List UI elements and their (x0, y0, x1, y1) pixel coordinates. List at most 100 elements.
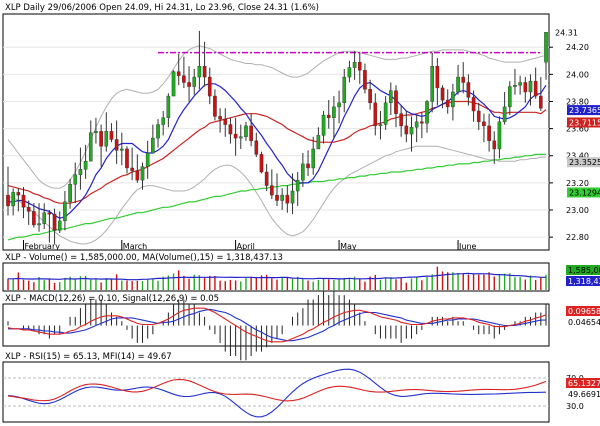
candle-body (11, 192, 15, 207)
mid-ma-value-label: 23.7115 (569, 118, 600, 127)
candle-body (425, 101, 429, 124)
candle-body (192, 76, 197, 87)
price-y-tick-label: 23.00 (566, 206, 589, 215)
candle-body (47, 212, 52, 215)
price-y-tick-label: 22.80 (566, 233, 589, 242)
candle-body (249, 125, 253, 142)
candle-body (337, 102, 341, 108)
candle-body (42, 212, 47, 224)
candle-body (161, 117, 165, 125)
candle-body (202, 65, 207, 78)
candle-body (502, 106, 507, 123)
candle-body (275, 194, 279, 201)
candle-body (507, 86, 512, 108)
candle-body (182, 75, 186, 83)
candle-body (151, 137, 155, 154)
long-ma-value-label-box (567, 187, 600, 198)
month-label: June (458, 242, 477, 251)
candle-body (88, 132, 93, 162)
candle-body (223, 118, 228, 125)
candle-body (109, 131, 114, 140)
month-label: April (237, 242, 255, 251)
long-ma-value-label: 23.1294 (569, 188, 600, 197)
candle-body (16, 192, 21, 196)
candle-body (389, 90, 393, 104)
rsi-panel: XLP - RSI(15) = 65.13, MFI(14) = 49.67 7… (2, 352, 600, 423)
candle-body (228, 124, 233, 135)
candle-body (451, 91, 455, 108)
macd-value-label-box (566, 306, 600, 316)
candle-body (523, 82, 528, 93)
candle-body (290, 190, 295, 204)
candle-body (497, 121, 502, 150)
candle-body (32, 211, 36, 226)
candle-body (399, 113, 403, 127)
candle-body (440, 87, 445, 101)
macd-header: XLP - MACD(12,26) = 0.10, Signal(12,26,9… (5, 294, 219, 304)
candle-body (156, 124, 160, 139)
macd-signal-line (8, 308, 546, 342)
volume-ma-value-label: 1,318,437 (568, 277, 600, 286)
candle-body (295, 179, 300, 192)
volume-header: XLP - Volume() = 1,585,000.00, MA(Volume… (5, 253, 283, 263)
candle-body (26, 207, 31, 212)
candle-body (430, 65, 434, 102)
candle-body (368, 89, 372, 104)
candle-body (264, 171, 269, 186)
price-y-tick-label: 23.40 (566, 152, 589, 161)
rsi-value-label: 65.1327 (568, 379, 600, 388)
short-ma-value-label-box (567, 105, 600, 116)
candle-body (518, 82, 522, 86)
candle-body (244, 125, 248, 137)
candle-body (120, 148, 124, 151)
candle-body (363, 70, 367, 90)
price-panel-frame (2, 13, 550, 251)
candle-body (57, 220, 62, 231)
candle-body (140, 166, 145, 181)
candle-body (78, 169, 83, 175)
volume-ma-value-label-box (566, 276, 600, 286)
candle-body (476, 110, 481, 123)
short-ma-value-label: 23.7365 (569, 106, 600, 115)
mfi-line (7, 368, 547, 418)
candle-body (445, 99, 450, 108)
macd-signal-value-label-box (566, 317, 600, 327)
mid-moving-average-line (7, 100, 547, 204)
volume-ma-line (8, 272, 546, 281)
candle-body (171, 71, 176, 97)
volume-panel: XLP - Volume() = 1,585,000.00, MA(Volume… (2, 253, 600, 292)
candle-body (373, 102, 378, 127)
candle-body (528, 80, 533, 93)
candle-body (135, 170, 140, 181)
macd-line (7, 307, 547, 343)
price-header: XLP Daily 29/06/2006 Open 24.09, Hi 24.3… (5, 3, 319, 13)
candle-body (218, 116, 222, 120)
candle-body (357, 61, 362, 71)
candle-body (63, 201, 67, 222)
candle-body (52, 213, 57, 231)
rsi-y-tick-label: 30.0 (566, 402, 584, 411)
price-y-tick-label: 24.20 (566, 43, 589, 52)
candle-body (471, 97, 476, 112)
price-y-tick-label: 23.60 (566, 125, 589, 134)
candle-body (280, 194, 284, 201)
candle-body (347, 67, 352, 78)
rsi-value-label-box (566, 378, 600, 388)
candle-body (176, 71, 181, 76)
candle-body (420, 121, 424, 124)
candle-body (233, 133, 238, 139)
candle-body (487, 125, 491, 142)
candle-body (21, 194, 26, 208)
candle-body (533, 80, 538, 97)
candle-body (378, 124, 383, 127)
price-panel: XLP Daily 29/06/2006 Open 24.09, Hi 24.3… (2, 3, 600, 251)
candle-body (83, 160, 88, 170)
macd-panel: XLP - MACD(12,26) = 0.10, Signal(12,26,9… (2, 290, 600, 361)
candle-body (187, 82, 191, 87)
candle-body (414, 121, 419, 128)
candle-body (270, 185, 274, 196)
close-price-label: 24.31 (555, 28, 578, 37)
candle-body (409, 127, 414, 135)
